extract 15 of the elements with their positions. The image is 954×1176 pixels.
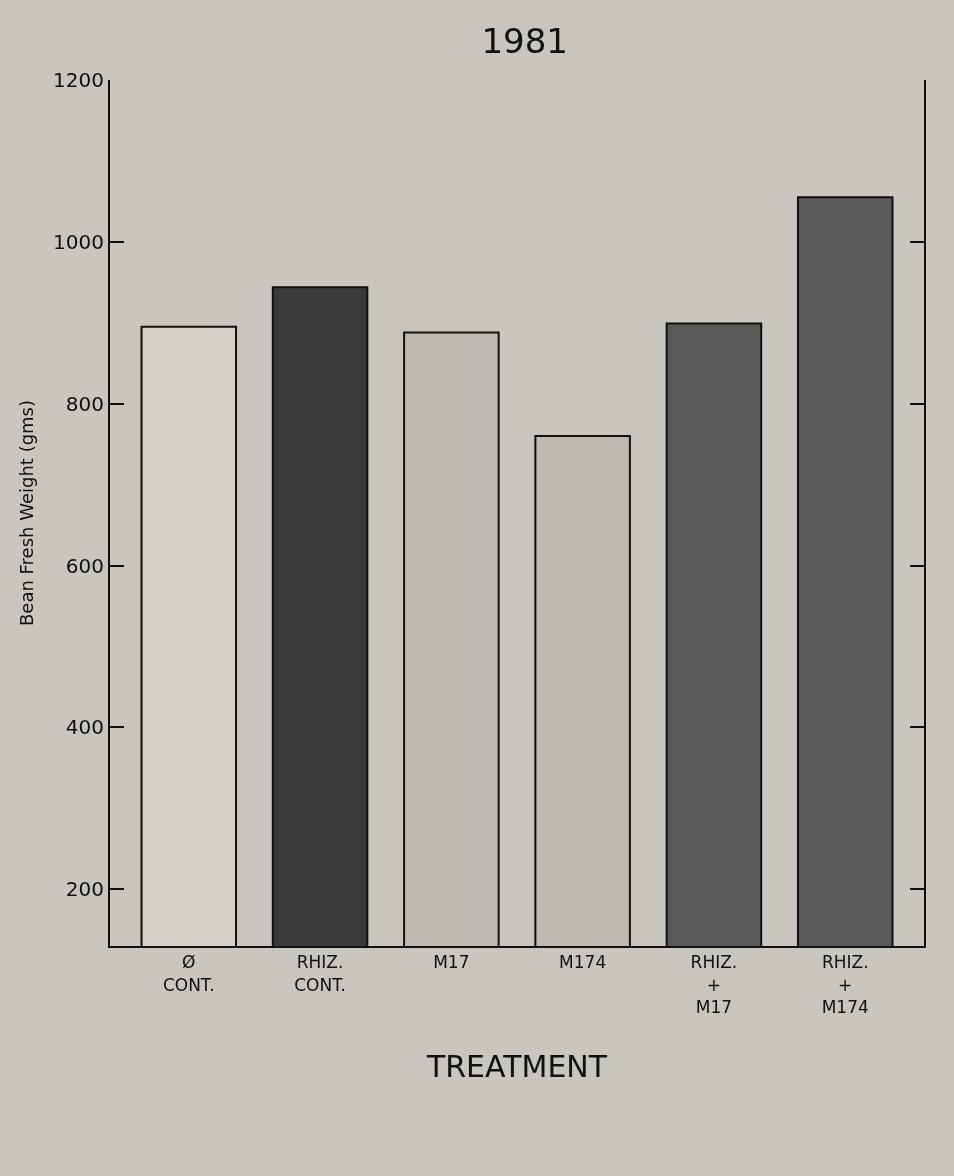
- x-tick-label: RHIZ. CONT.: [294, 952, 346, 995]
- y-tick-label: 600: [65, 553, 104, 578]
- x-tick-label: M174: [559, 952, 607, 973]
- y-tick-label: 200: [65, 877, 104, 902]
- x-tick-label: RHIZ. + M174: [821, 952, 869, 1017]
- y-tick-label: 800: [65, 391, 104, 416]
- y-tick-label: 400: [65, 715, 104, 740]
- x-axis-title: TREATMENT: [425, 1048, 608, 1084]
- x-tick-label: RHIZ. + M17: [690, 952, 738, 1017]
- y-axis-title: Bean Fresh Weight (gms): [15, 399, 37, 627]
- y-tick-label: 1000: [53, 229, 104, 254]
- x-tick-label: Ø CONT.: [162, 952, 215, 995]
- x-tick-label: M17: [433, 952, 470, 973]
- y-tick-label: 1200: [53, 68, 104, 92]
- chart-title: 1981: [481, 21, 568, 62]
